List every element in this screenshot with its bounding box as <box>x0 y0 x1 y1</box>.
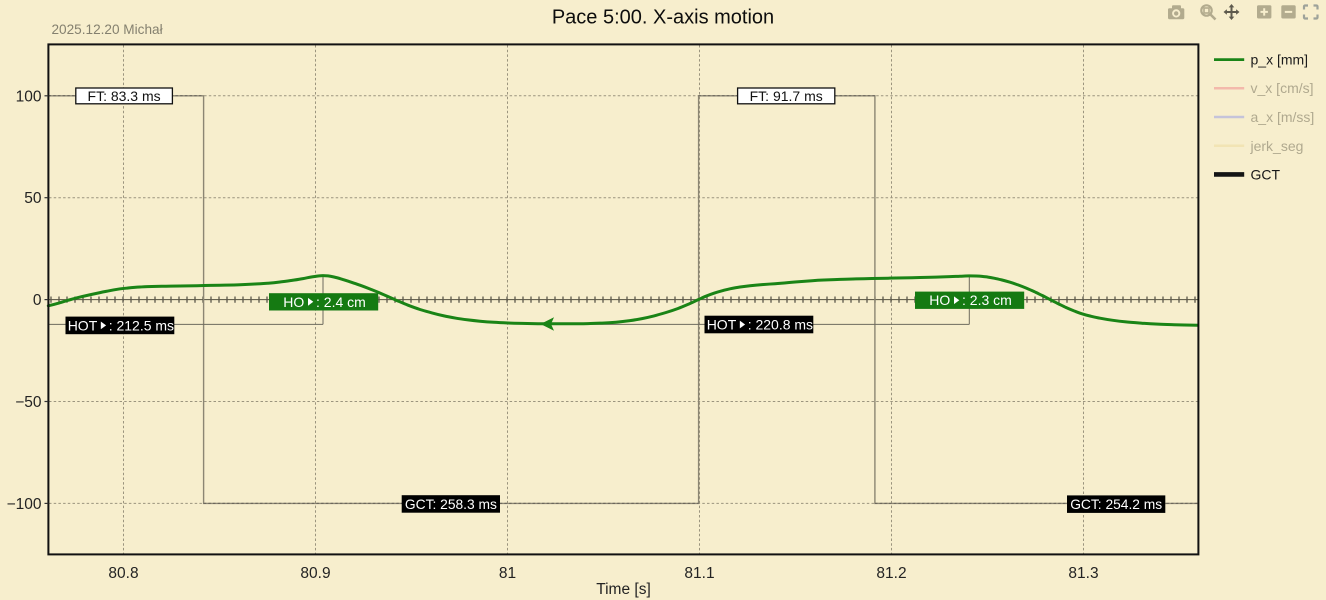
svg-text:100: 100 <box>16 88 42 105</box>
svg-text:p_x [mm]: p_x [mm] <box>1251 52 1309 68</box>
svg-text:50: 50 <box>24 190 42 207</box>
svg-text:81.2: 81.2 <box>876 565 906 582</box>
svg-text:GCT: 254.2 ms: GCT: 254.2 ms <box>1070 497 1162 512</box>
svg-text:−100: −100 <box>7 496 42 513</box>
svg-text:: 212.5 ms: : 212.5 ms <box>109 317 174 333</box>
svg-text:2025.12.20 Michał: 2025.12.20 Michał <box>52 22 163 37</box>
svg-text:80.9: 80.9 <box>300 565 330 582</box>
svg-text:HOT: HOT <box>707 316 737 332</box>
svg-text:80.8: 80.8 <box>108 565 138 582</box>
svg-text:HO: HO <box>929 292 950 308</box>
svg-text:: 220.8 ms: : 220.8 ms <box>748 316 813 332</box>
svg-text:: 2.4 cm: : 2.4 cm <box>316 294 366 310</box>
svg-text:0: 0 <box>33 292 42 309</box>
svg-text:−50: −50 <box>15 394 42 411</box>
svg-text:HOT: HOT <box>68 317 98 333</box>
svg-text:81: 81 <box>499 565 516 582</box>
svg-text:jerk_seg: jerk_seg <box>1250 138 1304 154</box>
svg-text:: 2.3 cm: : 2.3 cm <box>962 292 1012 308</box>
svg-text:81.3: 81.3 <box>1068 565 1098 582</box>
svg-text:a_x [m/ss]: a_x [m/ss] <box>1251 109 1315 125</box>
svg-text:Time [s]: Time [s] <box>596 581 651 598</box>
svg-text:81.1: 81.1 <box>684 565 714 582</box>
svg-text:FT: 83.3 ms: FT: 83.3 ms <box>88 88 161 104</box>
svg-text:GCT: 258.3 ms: GCT: 258.3 ms <box>405 497 497 512</box>
svg-text:GCT: GCT <box>1251 166 1281 182</box>
svg-text:v_x [cm/s]: v_x [cm/s] <box>1251 80 1314 96</box>
svg-text:HO: HO <box>283 294 304 310</box>
svg-text:Pace 5:00. X-axis motion: Pace 5:00. X-axis motion <box>552 6 774 28</box>
svg-text:FT: 91.7 ms: FT: 91.7 ms <box>750 88 823 104</box>
